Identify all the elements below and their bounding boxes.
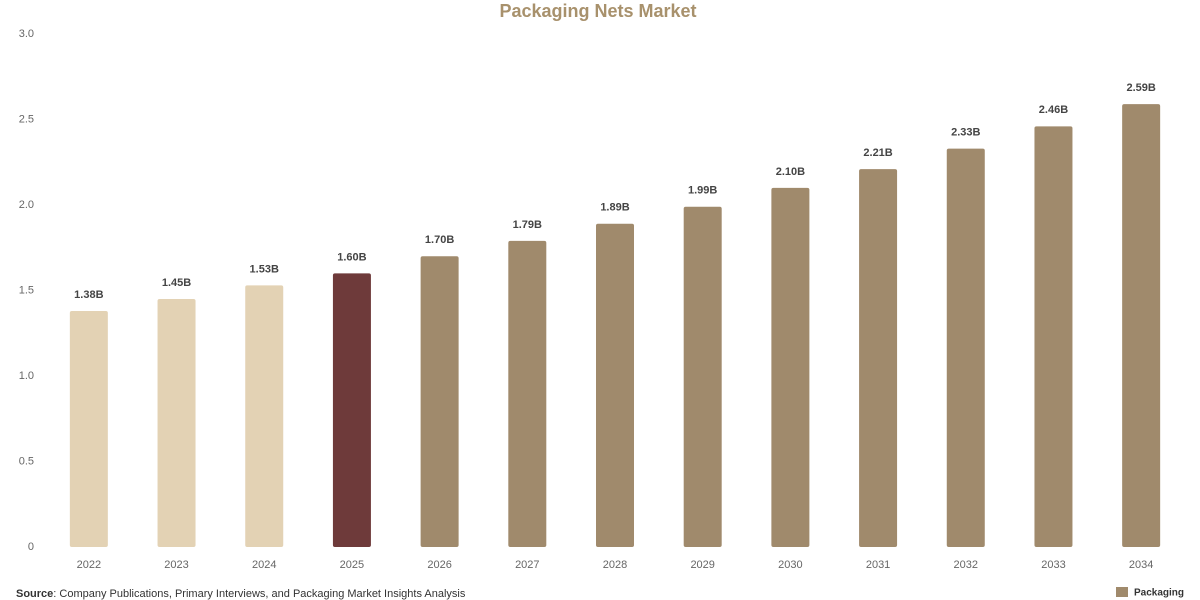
bar xyxy=(596,223,634,547)
x-tick-label: 2022 xyxy=(77,559,101,571)
bar xyxy=(1122,104,1161,548)
x-tick-label: 2026 xyxy=(427,559,451,571)
bar xyxy=(683,206,722,547)
chart-title: Packaging Nets Market xyxy=(499,1,696,21)
x-tick-label: 2030 xyxy=(778,559,802,571)
value-label: 1.79B xyxy=(513,219,542,231)
y-tick-label: 2.0 xyxy=(19,199,34,211)
x-tick-label: 2023 xyxy=(164,559,188,571)
bar xyxy=(420,256,459,547)
bar xyxy=(332,273,371,547)
value-label: 2.10B xyxy=(776,166,805,178)
bar xyxy=(771,187,810,547)
y-tick-label: 1.0 xyxy=(19,370,34,382)
value-label: 1.89B xyxy=(600,202,629,214)
x-tick-label: 2029 xyxy=(690,559,714,571)
source-text: : Company Publications, Primary Intervie… xyxy=(53,588,466,600)
bar xyxy=(245,285,284,547)
bar xyxy=(157,299,196,547)
x-tick-label: 2027 xyxy=(515,559,539,571)
bar xyxy=(508,240,547,547)
bar xyxy=(1034,126,1073,547)
x-tick-label: 2024 xyxy=(252,559,276,571)
x-tick-label: 2033 xyxy=(1041,559,1065,571)
x-tick-label: 2025 xyxy=(340,559,364,571)
y-tick-label: 2.5 xyxy=(19,113,34,125)
y-tick-label: 0 xyxy=(28,541,34,553)
x-tick-label: 2032 xyxy=(954,559,978,571)
logo-text: Packaging xyxy=(1134,588,1184,599)
y-tick-label: 1.5 xyxy=(19,284,34,296)
value-label: 1.45B xyxy=(162,277,191,289)
logo-icon xyxy=(1116,587,1128,597)
value-label: 1.99B xyxy=(688,185,717,197)
value-label: 1.53B xyxy=(250,263,279,275)
value-label: 2.21B xyxy=(863,147,892,159)
value-label: 1.70B xyxy=(425,234,454,246)
source: Source: Company Publications, Primary In… xyxy=(16,588,466,600)
x-tick-label: 2034 xyxy=(1129,559,1153,571)
source-label: Source xyxy=(16,588,53,600)
x-tick-label: 2031 xyxy=(866,559,890,571)
value-label: 2.59B xyxy=(1126,82,1155,94)
y-tick-label: 0.5 xyxy=(19,455,34,467)
value-label: 2.46B xyxy=(1039,104,1068,116)
bar xyxy=(69,311,108,547)
bar xyxy=(859,169,898,547)
value-label: 2.33B xyxy=(951,126,980,138)
value-label: 1.60B xyxy=(337,251,366,263)
value-label: 1.38B xyxy=(74,289,103,301)
y-tick-label: 3.0 xyxy=(19,28,34,40)
x-tick-label: 2028 xyxy=(603,559,627,571)
bar xyxy=(946,148,985,547)
